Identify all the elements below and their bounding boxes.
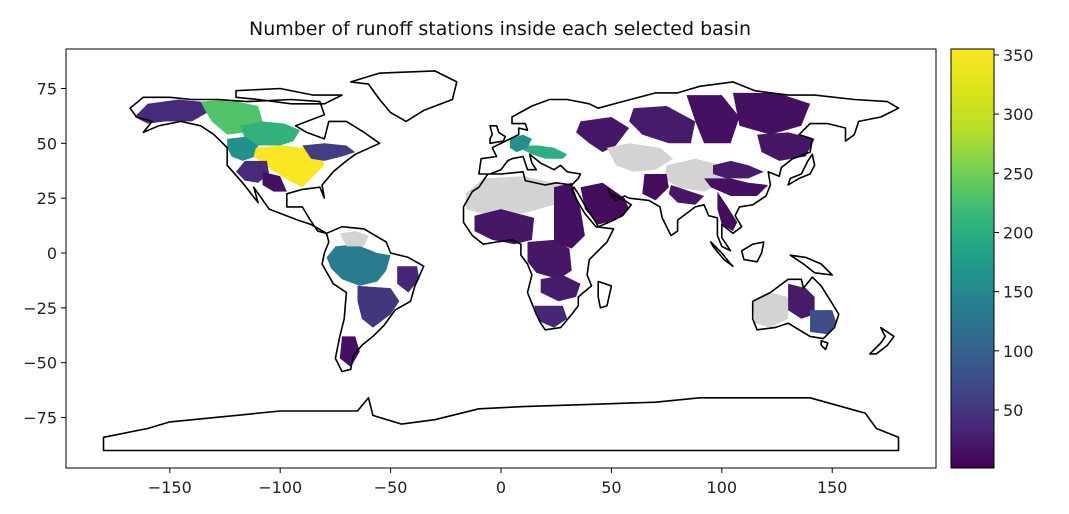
basin-lena bbox=[732, 92, 811, 135]
basin-amazon bbox=[326, 244, 391, 286]
coastline-north-america bbox=[129, 96, 381, 235]
basin-amur bbox=[757, 132, 815, 161]
coastline-layer bbox=[102, 70, 900, 452]
colorbar-tick-label: 350 bbox=[1003, 46, 1034, 65]
colorbar-tick-label: 100 bbox=[1003, 342, 1034, 361]
coastline-arctic-islands bbox=[235, 87, 343, 105]
x-tick-label: 0 bbox=[496, 478, 506, 497]
coastline-borneo bbox=[740, 241, 765, 263]
x-tick-label: 100 bbox=[707, 478, 738, 497]
basin-patagonia bbox=[339, 336, 360, 368]
y-tick-label: 25 bbox=[37, 189, 57, 208]
basin-parana bbox=[357, 285, 400, 328]
x-tick-label: 150 bbox=[817, 478, 848, 497]
basin-mekong bbox=[717, 191, 738, 232]
y-axis: 75 50 25 0 −25 −50 −75 bbox=[23, 79, 66, 428]
coastline-new-zealand bbox=[869, 326, 895, 355]
colorbar-tick-label: 50 bbox=[1003, 401, 1023, 420]
basin-indus bbox=[642, 174, 669, 201]
y-tick-label: 50 bbox=[37, 134, 57, 153]
coastline-antarctica bbox=[102, 397, 900, 452]
basin-congo bbox=[527, 239, 572, 280]
basin-lake-eyre bbox=[788, 283, 815, 319]
y-tick-label: 75 bbox=[37, 79, 57, 98]
coastline-tasmania bbox=[820, 340, 829, 351]
basin-yenisei bbox=[686, 95, 740, 144]
chart-title: Number of runoff stations inside each se… bbox=[249, 18, 751, 40]
basin-danube bbox=[520, 145, 568, 159]
basin-rio-grande bbox=[262, 171, 287, 192]
colorbar-axis: 350 300 250 200 150 100 50 bbox=[994, 46, 1034, 420]
basin-niger bbox=[474, 209, 535, 245]
coastline-britain bbox=[489, 125, 507, 145]
basin-colorado bbox=[236, 160, 270, 183]
basin-caspian-central-asia bbox=[607, 143, 674, 172]
basin-volga bbox=[576, 117, 630, 153]
basin-st-lawrence-great-lakes bbox=[302, 143, 356, 161]
coastline-japan bbox=[787, 153, 816, 186]
basin-orinoco bbox=[339, 231, 369, 247]
x-tick-label: −100 bbox=[258, 478, 302, 497]
basin-orange bbox=[534, 305, 568, 328]
y-tick-label: 0 bbox=[47, 244, 57, 263]
basin-mississippi bbox=[253, 145, 325, 188]
colorbar-tick-label: 250 bbox=[1003, 164, 1034, 183]
coastline-australia bbox=[751, 276, 840, 340]
basin-columbia bbox=[227, 136, 259, 161]
basin-zambezi bbox=[540, 275, 581, 302]
y-tick-label: −25 bbox=[23, 299, 57, 318]
basin-ob bbox=[629, 106, 696, 144]
coastline-south-america bbox=[321, 225, 425, 373]
coastline-eurasia-africa bbox=[462, 81, 900, 331]
basin-nelson-hudson-bay bbox=[240, 121, 301, 146]
x-tick-label: −150 bbox=[148, 478, 192, 497]
basin-arabia bbox=[580, 182, 630, 225]
coastline-greenland bbox=[350, 70, 458, 123]
coastline-indonesia-west bbox=[710, 241, 734, 267]
colorbar-tick-label: 150 bbox=[1003, 283, 1034, 302]
coastline-madagascar bbox=[597, 280, 613, 309]
basin-layer bbox=[134, 92, 837, 368]
basin-yellow-river bbox=[713, 160, 764, 179]
x-tick-label: −50 bbox=[374, 478, 408, 497]
basin-yangtze bbox=[704, 178, 769, 196]
basin-ganges bbox=[668, 185, 705, 205]
coastline-new-guinea bbox=[789, 254, 833, 276]
basin-western-australia bbox=[752, 292, 789, 328]
basin-alaska-yukon bbox=[134, 99, 208, 124]
x-tick-label: 50 bbox=[601, 478, 621, 497]
colorbar-tick-label: 300 bbox=[1003, 105, 1034, 124]
basin-rhine-elbe bbox=[509, 134, 532, 153]
colorbar bbox=[951, 49, 994, 468]
basin-sao-francisco bbox=[397, 266, 420, 293]
x-axis: −150 −100 −50 0 50 100 150 bbox=[148, 468, 848, 497]
y-tick-label: −50 bbox=[23, 354, 57, 373]
basin-murray-darling bbox=[810, 310, 837, 335]
basin-sahara bbox=[465, 176, 563, 216]
colorbar-tick-label: 200 bbox=[1003, 223, 1034, 242]
y-tick-label: −75 bbox=[23, 409, 57, 428]
colorbar-frame bbox=[950, 48, 995, 469]
